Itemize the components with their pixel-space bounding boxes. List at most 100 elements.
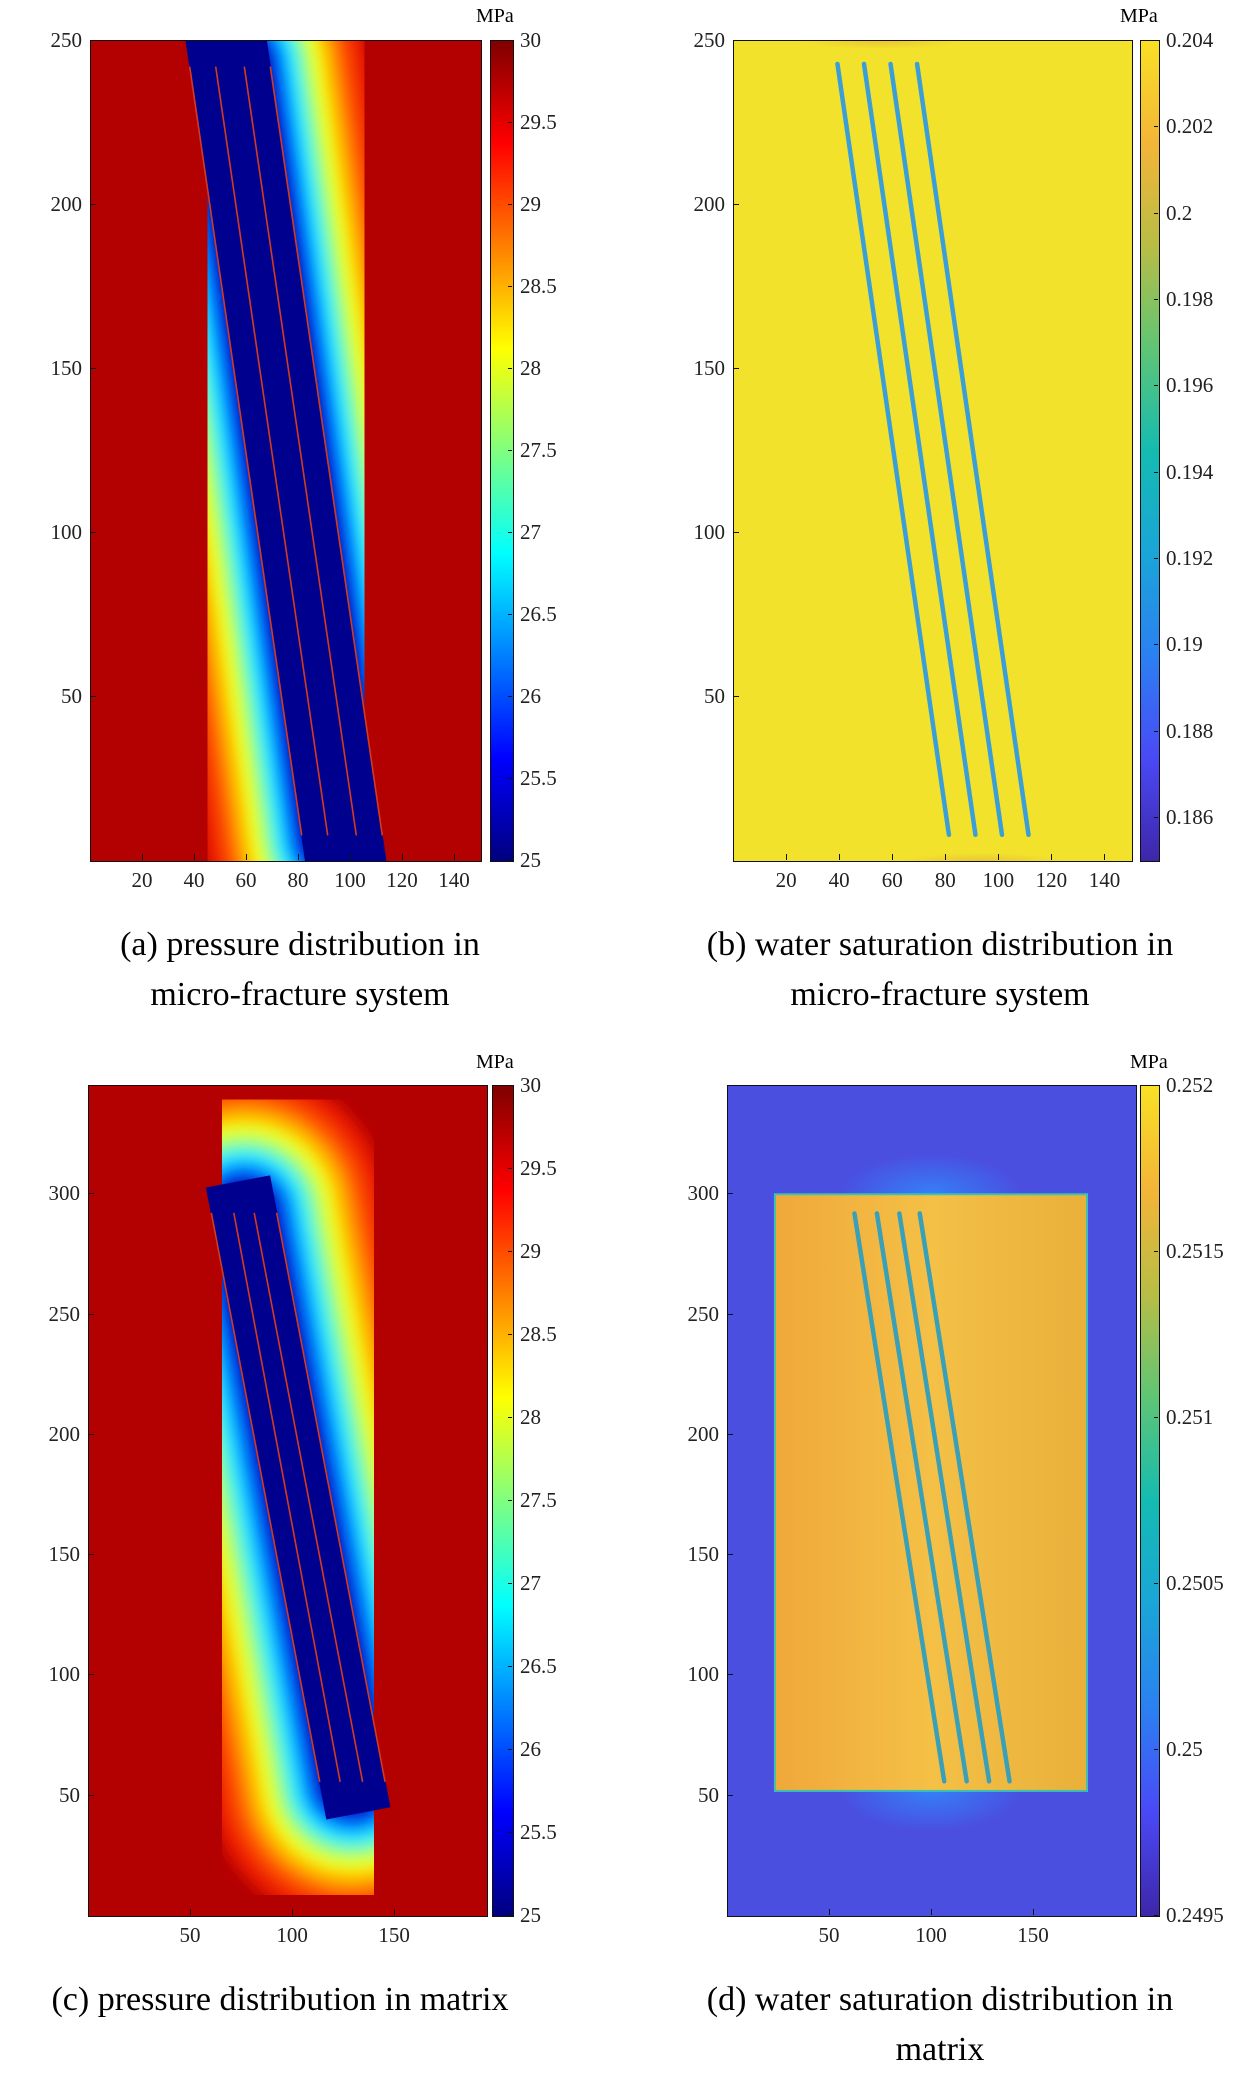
fracture-line-d-1 xyxy=(852,1211,947,1784)
x-tick-mark-a xyxy=(298,854,299,860)
fracture-line-b-2 xyxy=(861,61,978,838)
y-tick-label-b: 200 xyxy=(693,192,726,216)
colorbar-tick-mark-c xyxy=(508,1666,512,1667)
x-tick-label-b: 100 xyxy=(982,868,1015,892)
x-tick-label-b: 120 xyxy=(1035,868,1068,892)
colorbar-tick-label-d: 0.25 xyxy=(1166,1737,1203,1761)
x-tick-mark-a xyxy=(246,854,247,860)
colorbar-tick-mark-b xyxy=(1154,557,1158,559)
y-tick-label-d: 150 xyxy=(687,1542,720,1567)
colorbar-tick-label-a: 25 xyxy=(520,848,541,872)
colorbar-tick-mark-b xyxy=(1154,730,1158,732)
colorbar-d xyxy=(1140,1085,1160,1917)
colorbar-tick-mark-c xyxy=(508,1085,512,1086)
colorbar-tick-label-d: 0.2515 xyxy=(1166,1239,1224,1263)
colorbar-tick-mark-a xyxy=(508,696,512,697)
colorbar-tick-label-c: 28.5 xyxy=(520,1322,557,1346)
colorbar-tick-mark-d xyxy=(1154,1749,1158,1750)
caption-line-a-2: micro-fracture system xyxy=(150,976,450,1013)
x-tick-mark-a xyxy=(350,854,351,860)
colorbar-tick-mark-b xyxy=(1154,212,1158,214)
y-tick-label-a: 50 xyxy=(61,684,82,708)
x-tick-mark-a xyxy=(194,854,195,860)
colorbar-tick-mark-a xyxy=(508,778,512,779)
colorbar-tick-mark-d xyxy=(1154,1417,1158,1418)
colorbar-tick-mark-c xyxy=(508,1832,512,1833)
x-tick-mark-a xyxy=(402,854,403,860)
colorbar-tick-label-a: 27.5 xyxy=(520,438,557,462)
colorbar-tick-label-a: 30 xyxy=(520,28,541,52)
fracture-line-a-3 xyxy=(243,66,358,836)
x-tick-label-a: 100 xyxy=(334,868,366,892)
fracture-line-a-1 xyxy=(189,66,303,836)
fracture-line-d-2 xyxy=(874,1211,969,1784)
caption-line-c-1: (c) pressure distribution in matrix xyxy=(51,1981,509,2018)
colorbar-tick-mark-c xyxy=(508,1749,512,1750)
colorbar-tick-label-a: 25.5 xyxy=(520,766,557,790)
y-tick-label-b: 50 xyxy=(704,684,725,708)
colorbar-tick-label-b: 0.202 xyxy=(1166,114,1214,139)
caption-d: (d) water saturation distribution in matr… xyxy=(640,1975,1235,2075)
colorbar-tick-label-d: 0.2505 xyxy=(1166,1571,1224,1595)
x-tick-label-c: 50 xyxy=(179,1923,201,1947)
x-tick-label-a: 60 xyxy=(235,868,257,892)
colorbar-tick-mark-a xyxy=(508,286,512,287)
fracture-line-c-4 xyxy=(275,1212,386,1783)
colorbar-tick-label-b: 0.204 xyxy=(1166,28,1214,52)
y-tick-label-c: 100 xyxy=(48,1662,81,1687)
colorbar-unit-d: MPa xyxy=(1130,1051,1168,1073)
fracture-line-b-1 xyxy=(835,61,952,838)
colorbar-tick-mark-b xyxy=(1154,298,1158,300)
colorbar-tick-label-c: 29 xyxy=(520,1239,541,1263)
colorbar-tick-mark-d xyxy=(1154,1251,1158,1252)
y-tick-label-c: 150 xyxy=(48,1542,81,1567)
x-tick-mark-d xyxy=(931,1909,932,1915)
colorbar-tick-mark-b xyxy=(1154,816,1158,818)
colorbar-tick-label-b: 0.194 xyxy=(1166,459,1214,484)
y-tick-mark-d xyxy=(727,1794,733,1796)
colorbar-tick-label-d: 0.251 xyxy=(1166,1405,1214,1429)
caption-b: (b) water saturation distribution in micr… xyxy=(640,920,1235,1020)
caption-line-a-1: (a) pressure distribution in xyxy=(120,926,480,963)
y-tick-label-a: 250 xyxy=(50,28,83,52)
y-tick-label-c: 200 xyxy=(48,1421,81,1446)
y-tick-mark-b xyxy=(733,532,739,533)
colorbar-tick-mark-d xyxy=(1154,1085,1158,1086)
colorbar-tick-label-c: 30 xyxy=(520,1073,541,1097)
field-svg-b xyxy=(734,41,1132,861)
y-tick-mark-d xyxy=(727,1193,733,1195)
colorbar-a xyxy=(490,40,514,862)
x-tick-label-b: 80 xyxy=(934,868,956,892)
y-tick-label-b: 100 xyxy=(693,520,726,544)
colorbar-tick-label-a: 28 xyxy=(520,356,541,380)
colorbar-tick-mark-c xyxy=(508,1417,512,1418)
y-tick-label-a: 200 xyxy=(50,192,83,216)
x-tick-label-b: 60 xyxy=(881,868,903,892)
y-tick-mark-d xyxy=(727,1674,733,1676)
x-tick-mark-b xyxy=(839,854,841,860)
fracture-line-c-2 xyxy=(233,1212,341,1783)
colorbar-tick-mark-d xyxy=(1154,1583,1158,1584)
x-tick-mark-b xyxy=(998,854,1000,860)
field-svg-c xyxy=(89,1086,487,1916)
y-tick-mark-c xyxy=(88,1433,94,1435)
colorbar-tick-mark-a xyxy=(508,368,512,369)
x-tick-mark-c xyxy=(292,1909,294,1915)
caption-a: (a) pressure distribution in micro-fractu… xyxy=(0,920,600,1020)
x-tick-label-b: 40 xyxy=(828,868,850,892)
y-tick-mark-b xyxy=(733,696,739,697)
colorbar-tick-label-c: 27.5 xyxy=(520,1488,557,1512)
colorbar-tick-mark-a xyxy=(508,122,512,123)
y-tick-label-d: 250 xyxy=(687,1301,720,1326)
y-tick-label-d: 300 xyxy=(687,1181,720,1206)
colorbar-tick-label-c: 27 xyxy=(520,1571,541,1595)
y-tick-label-c: 250 xyxy=(48,1301,81,1326)
colorbar-tick-label-c: 25.5 xyxy=(520,1820,557,1844)
fracture-line-d-3 xyxy=(897,1211,992,1784)
y-tick-label-b: 150 xyxy=(693,356,726,380)
fracture-line-d-4 xyxy=(917,1211,1012,1784)
colorbar-tick-mark-c xyxy=(508,1583,512,1584)
x-tick-mark-a xyxy=(142,854,143,860)
colorbar-tick-label-c: 28 xyxy=(520,1405,541,1429)
colorbar-b xyxy=(1140,40,1160,862)
